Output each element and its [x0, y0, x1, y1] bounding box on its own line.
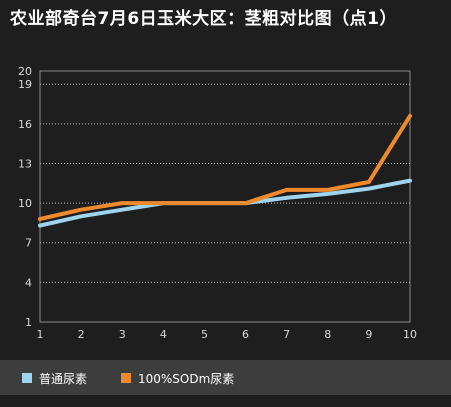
- x-tick-label: 3: [119, 328, 126, 341]
- y-tick-label: 10: [18, 197, 32, 210]
- y-tick-label: 13: [18, 157, 32, 170]
- plot-frame: [39, 70, 411, 323]
- x-tick-label: 4: [160, 328, 167, 341]
- legend-label-series-1: 普通尿素: [39, 371, 88, 386]
- x-tick-label: 6: [242, 328, 249, 341]
- x-tick-label: 7: [283, 328, 290, 341]
- x-tick-label: 1: [37, 328, 44, 341]
- y-tick-label: 16: [18, 118, 32, 131]
- legend: 普通尿素 100%SODm尿素: [0, 360, 451, 395]
- x-tick-label: 10: [403, 328, 417, 341]
- chart-title: 农业部奇台7月6日玉米大区：茎粗对比图（点1）: [10, 9, 397, 29]
- series-layer: [38, 113, 412, 228]
- x-tick-label: 8: [324, 328, 331, 341]
- legend-item-series-2[interactable]: 100%SODm尿素: [121, 370, 234, 386]
- y-tick-label: 20: [18, 65, 32, 78]
- y-tick-label: 7: [25, 237, 32, 250]
- y-tick-label: 19: [18, 78, 32, 91]
- y-tick-label: 4: [25, 276, 32, 289]
- legend-swatch-series-2: [121, 373, 131, 383]
- x-tick-label: 9: [365, 328, 372, 341]
- legend-item-series-1[interactable]: 普通尿素: [22, 370, 87, 386]
- legend-swatch-series-1: [22, 373, 32, 383]
- x-tick-label: 2: [78, 328, 85, 341]
- plot-border: [39, 70, 411, 323]
- x-tick-label: 5: [201, 328, 208, 341]
- series-line-2: [38, 113, 412, 221]
- y-tick-label: 1: [25, 316, 32, 329]
- bottom-strip: [0, 395, 451, 407]
- legend-label-series-2: 100%SODm尿素: [138, 371, 235, 386]
- x-axis-ticks: 1 2 3 4 5 6 7 8 9 10: [37, 328, 418, 341]
